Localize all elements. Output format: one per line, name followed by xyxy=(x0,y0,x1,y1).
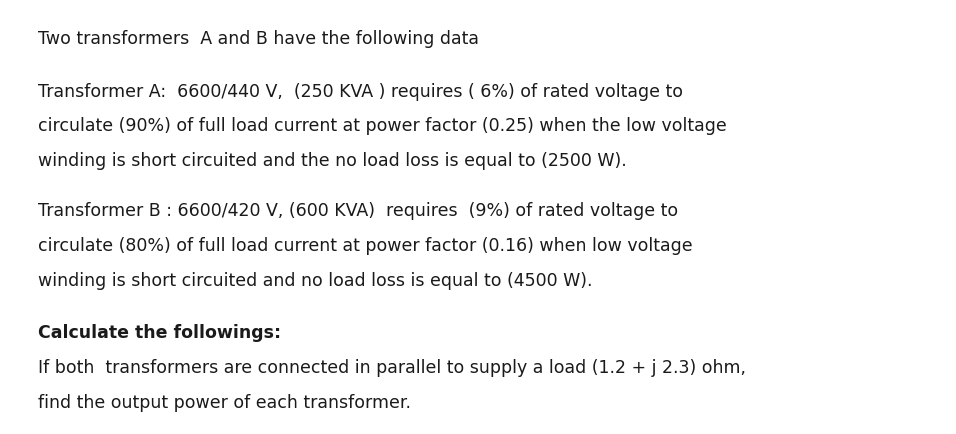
Text: winding is short circuited and the no load loss is equal to (2500 W).: winding is short circuited and the no lo… xyxy=(38,152,627,170)
Text: winding is short circuited and no load loss is equal to (4500 W).: winding is short circuited and no load l… xyxy=(38,271,593,289)
Text: If both  transformers are connected in parallel to supply a load (1.2 + j 2.3) o: If both transformers are connected in pa… xyxy=(38,358,747,376)
Text: Two transformers  A and B have the following data: Two transformers A and B have the follow… xyxy=(38,30,479,48)
Text: Transformer A:  6600/440 V,  (250 KVA ) requires ( 6%) of rated voltage to: Transformer A: 6600/440 V, (250 KVA ) re… xyxy=(38,82,684,100)
Text: circulate (90%) of full load current at power factor (0.25) when the low voltage: circulate (90%) of full load current at … xyxy=(38,117,727,135)
Text: Calculate the followings:: Calculate the followings: xyxy=(38,323,281,341)
Text: find the output power of each transformer.: find the output power of each transforme… xyxy=(38,393,411,411)
Text: circulate (80%) of full load current at power factor (0.16) when low voltage: circulate (80%) of full load current at … xyxy=(38,237,693,254)
Text: Transformer B : 6600/420 V, (600 KVA)  requires  (9%) of rated voltage to: Transformer B : 6600/420 V, (600 KVA) re… xyxy=(38,202,679,220)
